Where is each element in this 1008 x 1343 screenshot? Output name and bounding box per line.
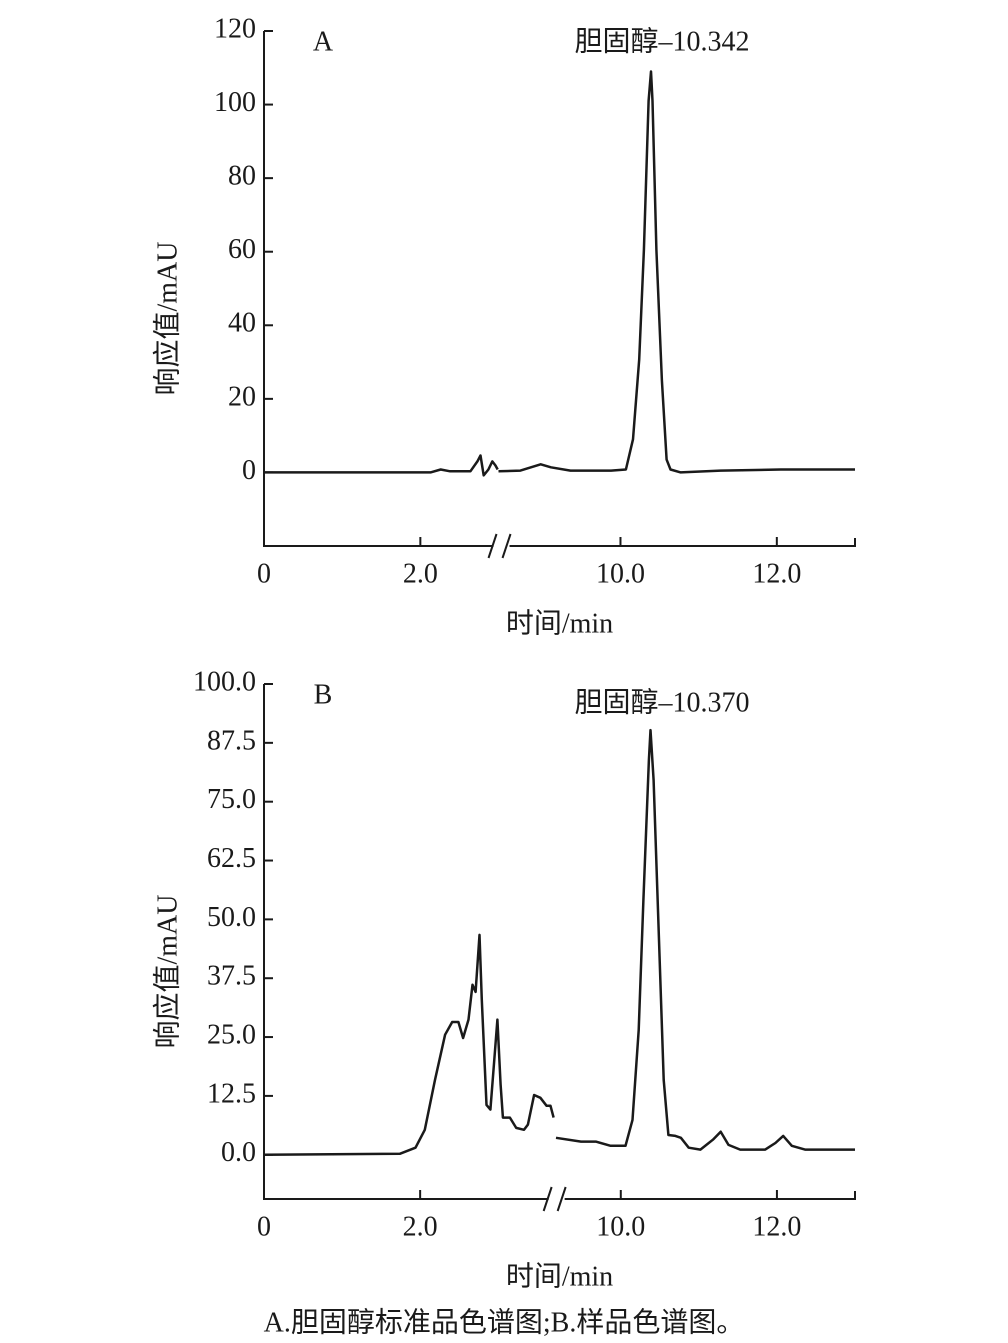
axis-break-gap — [548, 1196, 565, 1202]
axis-break — [487, 533, 498, 559]
y-tick-label: 12.5 — [207, 1078, 256, 1109]
y-axis-label: 响应值/mAU — [151, 894, 183, 1048]
peak-annotation: 胆固醇–10.342 — [574, 25, 749, 57]
y-tick-label: 0 — [242, 455, 256, 486]
axis-break-gap — [493, 543, 510, 549]
axis-break — [556, 1186, 567, 1212]
y-tick-label: 50.0 — [207, 902, 256, 933]
x-tick-label: 0 — [257, 558, 271, 589]
y-tick-label: 100.0 — [193, 666, 256, 697]
x-tick-label: 12.0 — [752, 1211, 801, 1242]
peak-annotation: 胆固醇–10.370 — [574, 686, 749, 718]
caption: A.胆固醇标准品色谱图;B.样品色谱图。 — [264, 1306, 745, 1338]
axis-break — [542, 1186, 553, 1212]
panel-label: B — [314, 679, 333, 710]
y-tick-label: 80 — [228, 161, 256, 192]
chromatogram-line — [263, 728, 855, 1156]
chromatogram-line — [264, 70, 855, 477]
x-axis-label: 时间/min — [506, 1260, 613, 1292]
y-tick-label: 100 — [214, 87, 256, 118]
y-tick-label: 120 — [214, 13, 256, 44]
y-tick-label: 62.5 — [207, 843, 256, 874]
y-tick-label: 75.0 — [207, 784, 256, 815]
y-tick-label: 0.0 — [221, 1137, 256, 1168]
x-tick-label: 10.0 — [596, 1211, 645, 1242]
y-tick-label: 60 — [228, 234, 256, 265]
x-tick-label: 2.0 — [403, 558, 438, 589]
panel-label: A — [313, 26, 334, 57]
x-axis-label: 时间/min — [506, 607, 613, 639]
axes — [263, 684, 856, 1200]
x-tick-label: 2.0 — [403, 1211, 438, 1242]
y-tick-label: 20 — [228, 381, 256, 412]
y-axis-label: 响应值/mAU — [151, 241, 183, 395]
axes — [263, 31, 856, 547]
y-tick-label: 25.0 — [207, 1019, 256, 1050]
y-tick-label: 87.5 — [207, 725, 256, 756]
x-tick-label: 10.0 — [596, 558, 645, 589]
y-tick-label: 37.5 — [207, 961, 256, 992]
axis-break — [501, 533, 512, 559]
x-tick-label: 12.0 — [752, 558, 801, 589]
y-tick-label: 40 — [228, 308, 256, 339]
x-tick-label: 0 — [257, 1211, 271, 1242]
